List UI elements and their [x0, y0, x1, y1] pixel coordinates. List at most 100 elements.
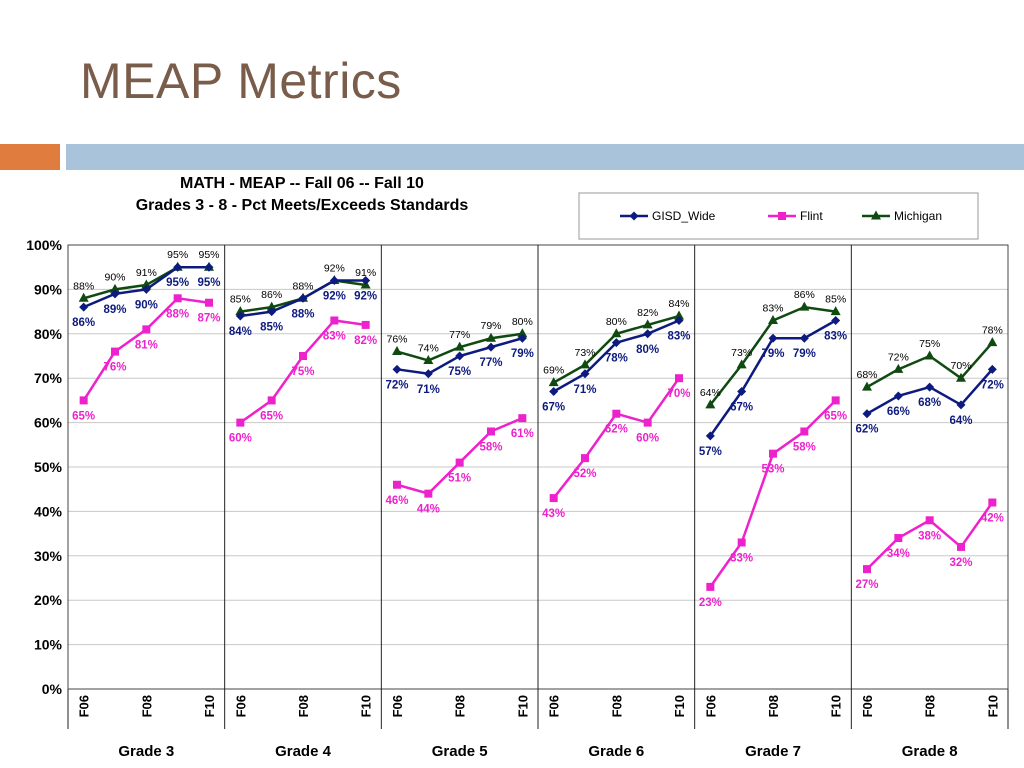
data-label-michigan: 90%	[104, 271, 125, 283]
legend-swatch-marker	[778, 212, 786, 220]
data-point-gisd_wide	[925, 382, 935, 392]
x-tick-label: F06	[233, 695, 248, 717]
data-point-gisd_wide	[737, 387, 747, 397]
group-label: Grade 7	[745, 743, 801, 760]
data-point-gisd_wide	[893, 391, 903, 401]
y-axis: 0% 10% 20% 30% 40% 50% 60% 70% 80% 90% 100%	[26, 237, 62, 697]
chart-title: MATH - MEAP -- Fall 06 -- Fall 10	[180, 175, 424, 192]
data-point-gisd_wide	[862, 409, 872, 419]
data-point-michigan	[862, 381, 872, 391]
data-label-gisd_wide: 95%	[166, 277, 189, 289]
data-label-michigan: 95%	[167, 249, 188, 261]
legend-label: Flint	[800, 209, 823, 223]
data-label-flint: 43%	[542, 508, 565, 520]
data-label-michigan: 76%	[386, 334, 407, 346]
data-label-flint: 88%	[166, 308, 189, 320]
data-point-michigan	[392, 346, 402, 356]
x-tick-label: F10	[985, 695, 1000, 717]
data-point-flint	[455, 458, 464, 467]
data-label-flint: 75%	[291, 366, 314, 378]
data-point-michigan	[642, 319, 653, 329]
series-line-flint	[709, 399, 837, 588]
data-point-gisd_wide	[987, 364, 997, 374]
data-point-gisd_wide	[329, 276, 339, 286]
data-point-gisd_wide	[141, 284, 151, 294]
data-point-michigan	[266, 301, 277, 311]
chart-legend: GISD_Wide Flint Michigan	[578, 192, 979, 240]
legend-label: Michigan	[894, 209, 942, 223]
data-point-michigan	[235, 306, 246, 316]
data-point-michigan	[893, 363, 904, 373]
data-label-flint: 34%	[887, 548, 910, 560]
data-label-flint: 52%	[573, 468, 596, 480]
data-label-gisd_wide: 71%	[573, 384, 596, 396]
slide-title: MEAP Metrics	[80, 53, 402, 109]
data-point-flint	[205, 298, 213, 307]
data-point-flint	[330, 316, 339, 325]
data-point-gisd_wide	[235, 311, 245, 321]
x-tick-label: F08	[296, 695, 311, 717]
data-point-flint	[487, 427, 495, 436]
y-tick-label: 80%	[34, 326, 63, 342]
data-label-michigan: 74%	[418, 342, 439, 354]
data-point-flint	[549, 494, 558, 503]
legend-swatch-marker	[871, 210, 881, 220]
data-point-michigan	[674, 310, 684, 320]
data-label-flint: 83%	[323, 330, 346, 342]
legend-label: GISD_Wide	[652, 209, 716, 223]
y-tick-label: 40%	[34, 503, 63, 519]
data-label-flint: 70%	[667, 388, 690, 400]
data-label-michigan: 85%	[230, 294, 251, 306]
x-tick-label: F10	[829, 695, 844, 717]
y-tick-label: 20%	[34, 592, 63, 608]
data-label-michigan: 68%	[856, 369, 877, 381]
data-point-gisd_wide	[361, 276, 371, 286]
data-point-michigan	[423, 354, 434, 364]
y-tick-label: 70%	[34, 370, 63, 386]
data-label-michigan: 88%	[73, 280, 94, 292]
group-label: Grade 6	[588, 743, 644, 760]
data-label-gisd_wide: 75%	[448, 366, 471, 378]
data-point-michigan	[580, 359, 590, 369]
data-point-michigan	[110, 283, 120, 293]
data-label-flint: 23%	[699, 597, 722, 609]
data-label-flint: 76%	[103, 362, 126, 374]
data-label-michigan: 73%	[731, 347, 752, 359]
data-label-gisd_wide: 64%	[949, 415, 972, 427]
data-label-michigan: 86%	[261, 289, 282, 301]
data-label-gisd_wide: 80%	[636, 344, 659, 356]
data-label-gisd_wide: 79%	[511, 348, 534, 360]
data-point-flint	[957, 542, 965, 551]
data-point-michigan	[705, 399, 716, 409]
data-label-gisd_wide: 79%	[761, 348, 784, 360]
data-label-michigan: 79%	[480, 320, 501, 332]
data-point-flint	[361, 320, 370, 329]
data-label-gisd_wide: 90%	[135, 299, 158, 311]
data-point-flint	[925, 516, 934, 525]
data-point-flint	[299, 352, 307, 360]
x-tick-label: F06	[77, 695, 92, 717]
data-point-gisd_wide	[517, 333, 527, 343]
data-label-flint: 27%	[855, 579, 878, 591]
data-label-gisd_wide: 62%	[855, 424, 878, 436]
data-point-flint	[581, 454, 589, 463]
data-label-michigan: 91%	[136, 267, 157, 279]
y-tick-label: 30%	[34, 548, 63, 564]
data-label-michigan: 80%	[512, 316, 533, 328]
data-label-michigan: 95%	[198, 249, 219, 261]
data-label-flint: 87%	[197, 313, 220, 325]
data-point-flint	[706, 582, 715, 591]
data-label-gisd_wide: 79%	[793, 348, 816, 360]
data-point-michigan	[611, 328, 622, 338]
data-point-michigan	[454, 341, 465, 351]
data-point-flint	[142, 325, 151, 334]
data-point-gisd_wide	[580, 369, 590, 379]
data-point-gisd_wide	[674, 315, 684, 325]
data-point-michigan	[517, 328, 528, 338]
header-band	[66, 144, 1024, 170]
data-label-gisd_wide: 57%	[699, 446, 722, 458]
data-point-gisd_wide	[173, 262, 183, 272]
data-label-michigan: 83%	[762, 302, 783, 314]
data-point-gisd_wide	[486, 342, 496, 352]
data-point-flint	[518, 414, 527, 423]
